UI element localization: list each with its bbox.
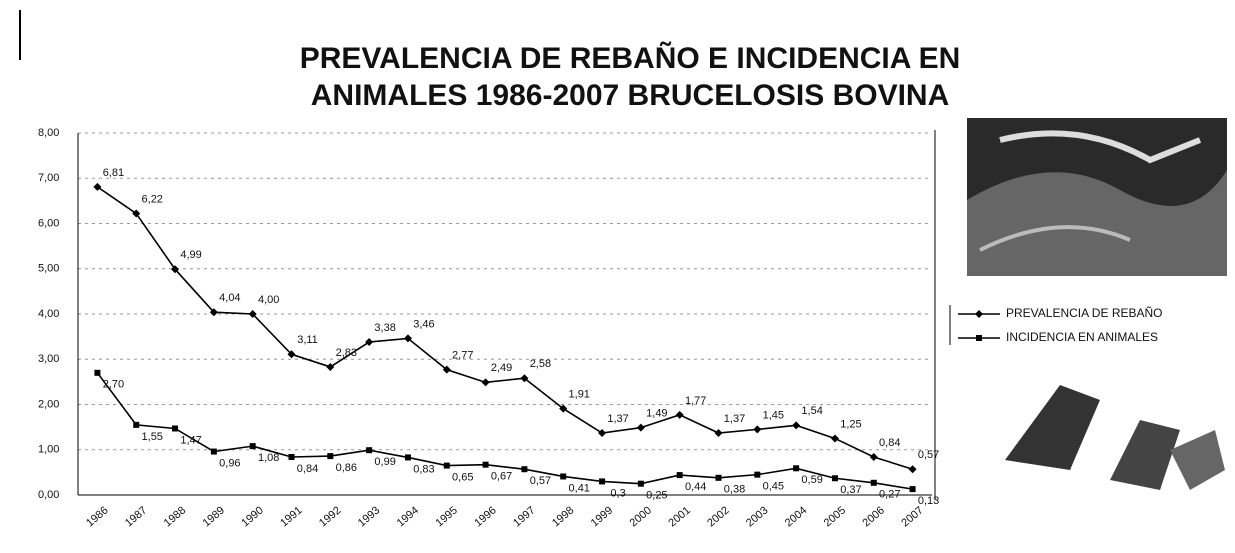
point: [405, 454, 411, 460]
point: [599, 478, 605, 484]
point: [444, 463, 450, 469]
value-label: 2,77: [452, 350, 473, 362]
value-label: 0,44: [685, 481, 706, 493]
value-label: 3,11: [297, 334, 318, 346]
point: [211, 449, 217, 455]
value-label: 4,00: [258, 294, 279, 306]
y-tick-label: 3,00: [38, 353, 59, 365]
chart-title: ANIMALES 1986-2007 BRUCELOSIS BOVINA: [311, 79, 950, 112]
point: [910, 486, 916, 492]
value-label: 1,47: [180, 434, 201, 446]
value-label: 2,49: [491, 362, 512, 374]
y-tick-label: 8,00: [38, 127, 59, 139]
value-label: 0,13: [918, 495, 939, 507]
value-label: 0,25: [646, 490, 667, 502]
value-label: 4,04: [219, 292, 240, 304]
value-label: 0,57: [530, 475, 551, 487]
y-tick-label: 5,00: [38, 263, 59, 275]
chart-title: PREVALENCIA DE REBAÑO E INCIDENCIA EN: [300, 41, 961, 75]
value-label: 1,77: [685, 395, 706, 407]
y-tick-label: 1,00: [38, 444, 59, 456]
point: [327, 453, 333, 459]
value-label: 3,38: [374, 322, 395, 334]
value-label: 0,38: [724, 484, 745, 496]
y-tick-label: 6,00: [38, 217, 59, 229]
page: PREVALENCIA DE REBAÑO E INCIDENCIA EN AN…: [0, 0, 1235, 553]
value-label: 1,08: [258, 452, 279, 464]
point: [521, 466, 527, 472]
legend-marker: [976, 335, 982, 341]
value-label: 0,96: [219, 457, 240, 469]
value-label: 0,99: [374, 456, 395, 468]
point: [677, 472, 683, 478]
value-label: 6,22: [142, 193, 163, 205]
value-label: 2,70: [103, 379, 124, 391]
point: [172, 425, 178, 431]
point: [832, 475, 838, 481]
value-label: 0,41: [569, 482, 590, 494]
value-label: 0,86: [336, 462, 357, 474]
value-label: 1,49: [646, 407, 667, 419]
point: [483, 462, 489, 468]
value-label: 4,99: [180, 249, 201, 261]
value-label: 0,45: [763, 481, 784, 493]
value-label: 0,84: [297, 463, 318, 475]
point: [754, 472, 760, 478]
point: [638, 481, 644, 487]
chart: PREVALENCIA DE REBAÑO E INCIDENCIA EN AN…: [0, 0, 1235, 553]
point: [366, 447, 372, 453]
value-label: 0,84: [879, 437, 900, 449]
value-label: 0,65: [452, 471, 473, 483]
value-label: 1,25: [840, 418, 861, 430]
value-label: 0,37: [840, 484, 861, 496]
point: [289, 454, 295, 460]
value-label: 1,45: [763, 409, 784, 421]
value-label: 6,81: [103, 167, 124, 179]
value-label: 0,59: [801, 474, 822, 486]
value-label: 2,58: [530, 358, 551, 370]
legend-label: PREVALENCIA DE REBAÑO: [1006, 306, 1163, 320]
value-label: 1,91: [569, 388, 590, 400]
value-label: 0,3: [610, 487, 625, 499]
point: [133, 422, 139, 428]
y-tick-label: 4,00: [38, 308, 59, 320]
point: [716, 475, 722, 481]
y-tick-label: 7,00: [38, 172, 59, 184]
point: [793, 465, 799, 471]
point: [250, 443, 256, 449]
value-label: 1,37: [724, 413, 745, 425]
value-label: 0,57: [918, 449, 939, 461]
legend-label: INCIDENCIA EN ANIMALES: [1006, 330, 1158, 344]
photo: [967, 118, 1227, 276]
y-tick-label: 0,00: [38, 489, 59, 501]
value-label: 0,27: [879, 489, 900, 501]
value-label: 0,83: [413, 463, 434, 475]
point: [871, 480, 877, 486]
y-tick-label: 2,00: [38, 398, 59, 410]
value-label: 0,67: [491, 471, 512, 483]
value-label: 2,83: [336, 347, 357, 359]
value-label: 1,37: [607, 413, 628, 425]
point: [94, 370, 100, 376]
value-label: 3,46: [413, 318, 434, 330]
value-label: 1,54: [801, 405, 822, 417]
point: [560, 473, 566, 479]
value-label: 1,55: [142, 431, 163, 443]
